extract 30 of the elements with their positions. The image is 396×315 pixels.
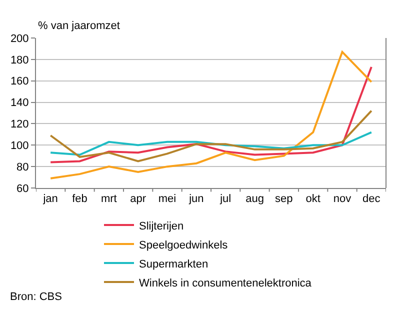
line-series — [50, 66, 372, 164]
x-tick-label: dec — [362, 193, 381, 206]
y-tick-label: 200 — [10, 32, 29, 45]
x-tick-label: sep — [275, 193, 293, 206]
line-series — [50, 131, 372, 156]
legend-label: Slijterijen — [139, 220, 184, 232]
legend-label: Supermarkten — [139, 258, 208, 270]
legend-label: Winkels in consumentenelektronica — [139, 277, 312, 290]
x-tick-label: jul — [219, 193, 232, 206]
y-tick-label: 100 — [10, 140, 29, 152]
x-tick-label: apr — [130, 193, 146, 206]
y-tick-label: 60 — [16, 182, 29, 195]
x-tick-label: mrt — [100, 193, 117, 206]
x-tick-label: okt — [306, 193, 320, 206]
line-series — [50, 110, 372, 162]
x-tick-label: feb — [72, 193, 88, 206]
x-tick-label: jan — [42, 193, 58, 206]
x-tick-label: mei — [158, 193, 176, 206]
x-tick-label: aug — [246, 193, 264, 206]
y-tick-label: 140 — [10, 97, 29, 110]
x-tick-label: jun — [188, 193, 204, 206]
legend-label: Speelgoedwinkels — [139, 239, 228, 252]
x-tick-label: nov — [333, 193, 352, 206]
y-tick-label: 80 — [16, 161, 29, 174]
line-series — [50, 50, 372, 180]
y-tick-label: 120 — [10, 118, 29, 131]
y-tick-label: 180 — [10, 54, 29, 66]
y-tick-label: 160 — [10, 76, 29, 88]
text: Bron: CBS — [10, 291, 62, 303]
y-axis-title: % van jaaromzet — [38, 20, 120, 32]
